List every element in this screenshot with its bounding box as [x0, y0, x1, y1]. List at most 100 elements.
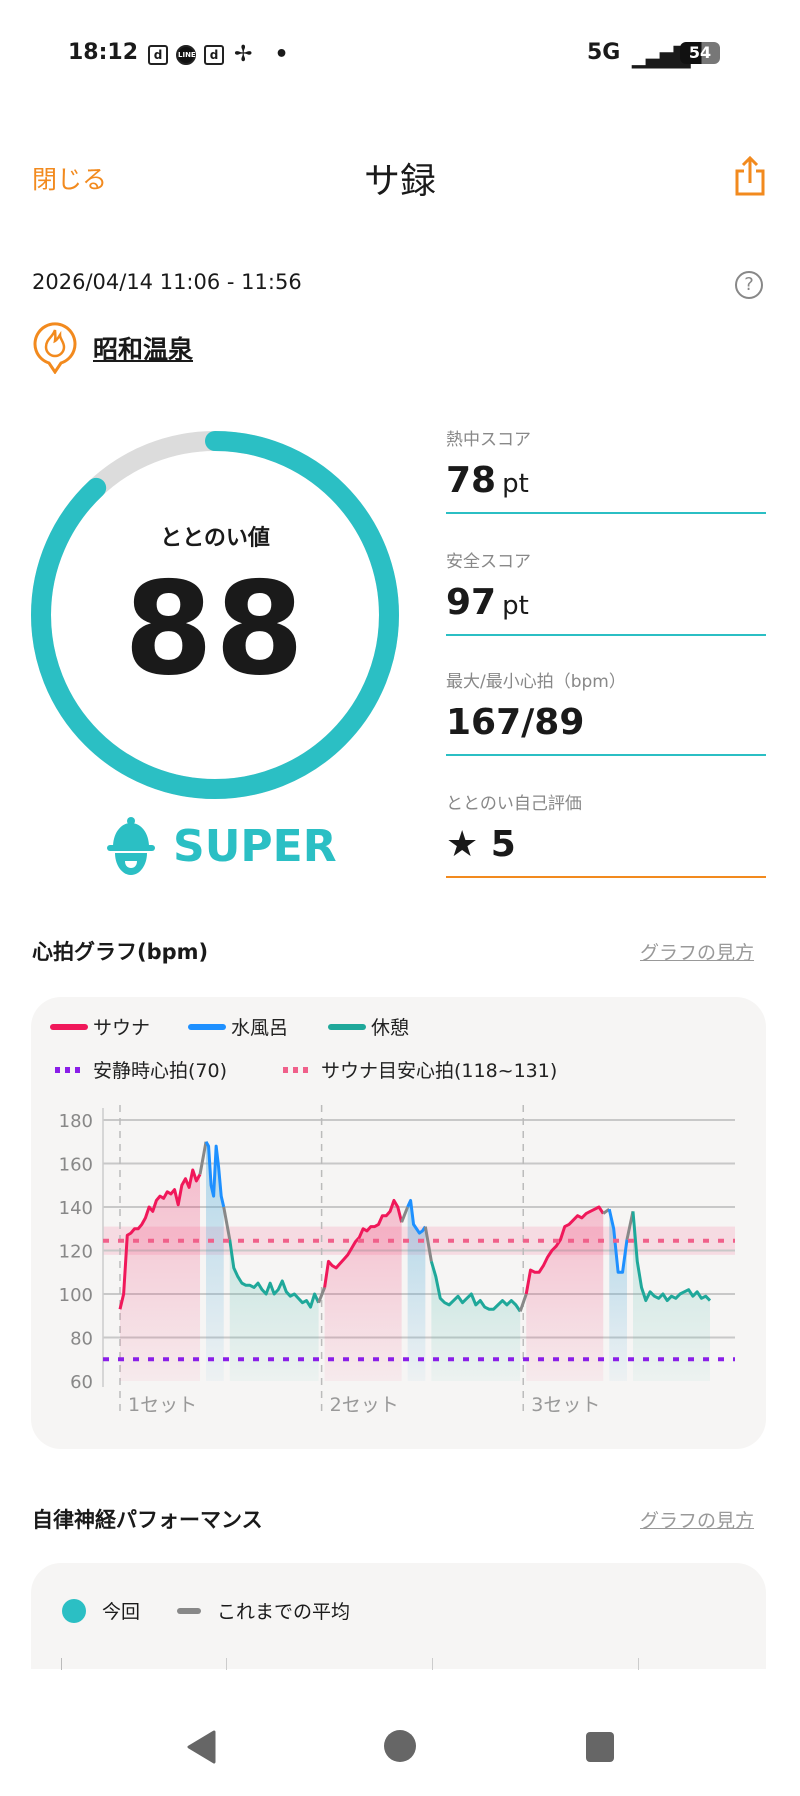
area-water — [609, 1209, 627, 1381]
legend-label: 水風呂 — [231, 1017, 288, 1039]
back-icon[interactable] — [186, 1730, 216, 1764]
dot-icon: • — [274, 42, 289, 67]
score-item: 最大/最小心拍（bpm） 167/89 — [446, 667, 766, 756]
venue-link[interactable]: 昭和温泉 — [93, 335, 194, 364]
y-tick-label: 180 — [59, 1111, 93, 1132]
line-sauna — [524, 1205, 605, 1295]
line-water — [204, 1140, 226, 1208]
pinwheel-icon: ✢ — [234, 42, 253, 67]
line-water — [406, 1198, 427, 1235]
rank-badge: SUPER — [103, 815, 337, 877]
system-nav-bar — [0, 1720, 800, 1770]
area-sauna — [526, 1207, 604, 1381]
ans-title: 自律神経パフォーマンス — [32, 1508, 263, 1532]
legend-current-marker — [62, 1599, 86, 1623]
help-icon[interactable]: ? — [735, 271, 763, 299]
score-underline — [446, 876, 766, 878]
status-bar: 18:12 d LINE d ✢ • 5G ▁▃▅▇ 54 — [0, 40, 800, 70]
area-rest — [431, 1261, 521, 1381]
score-item: 安全スコア 97 pt — [446, 547, 766, 636]
docomo-d-icon: d — [148, 45, 168, 65]
battery-icon: 54 — [680, 42, 720, 64]
docomo-d-icon: d — [204, 45, 224, 65]
legend-label: サウナ目安心拍(118~131) — [321, 1060, 557, 1082]
line-rest — [429, 1260, 522, 1313]
ans-how-link[interactable]: グラフの見方 — [640, 1510, 755, 1532]
y-tick-label: 160 — [59, 1155, 93, 1176]
ring-progress — [31, 431, 399, 799]
area-sauna — [324, 1200, 402, 1381]
y-tick-label: 80 — [70, 1329, 93, 1350]
network-type: 5G — [587, 40, 621, 65]
score-underline — [446, 634, 766, 636]
set-label: 3セット — [531, 1394, 600, 1416]
score-number: 78 — [446, 460, 497, 501]
score-label: 最大/最小心拍（bpm） — [446, 672, 626, 692]
heart-graph-title: 心拍グラフ(bpm) — [32, 940, 209, 964]
share-icon — [735, 155, 765, 196]
transition-line — [222, 1206, 232, 1240]
y-tick-label: 100 — [59, 1285, 93, 1306]
axis-line — [61, 1658, 62, 1670]
sauna-pin-icon — [33, 322, 77, 374]
score-number: 97 — [446, 582, 497, 623]
heart-rate-chart-card: サウナ 水風呂 休憩安静時心拍(70) サウナ目安心拍(118~131) 180 160 1… — [31, 997, 766, 1449]
score-label: 安全スコア — [446, 552, 531, 572]
status-time: 18:12 — [68, 40, 139, 65]
legend-label: 安静時心拍(70) — [93, 1060, 227, 1082]
recents-icon[interactable] — [586, 1732, 614, 1762]
score-underline — [446, 754, 766, 756]
score-unit: pt — [502, 591, 529, 621]
score-value: 97 pt — [446, 582, 766, 630]
grid-tick — [226, 1658, 227, 1670]
transition-line — [400, 1206, 410, 1223]
sauna-hat-icon — [107, 817, 155, 875]
close-button[interactable]: 閉じる — [32, 165, 108, 194]
legend-label: 休憩 — [371, 1017, 409, 1039]
y-tick-label: 140 — [59, 1198, 93, 1219]
legend-label: サウナ — [93, 1017, 150, 1039]
y-tick-label: 60 — [70, 1372, 93, 1393]
grid-tick — [638, 1658, 639, 1670]
totonoi-value: 88 — [123, 555, 307, 704]
line-icon: LINE — [176, 45, 196, 65]
transition-line — [198, 1141, 208, 1175]
grid-tick — [432, 1658, 433, 1670]
area-water — [407, 1200, 426, 1381]
share-button[interactable] — [734, 155, 766, 201]
transition-line — [518, 1293, 528, 1312]
transition-line — [423, 1226, 433, 1262]
score-unit: pt — [502, 469, 529, 499]
area-sauna — [120, 1170, 201, 1381]
ans-chart-card: 今回 これまでの平均 — [31, 1563, 766, 1670]
session-datetime: 2026/04/14 11:06 - 11:56 — [32, 270, 302, 294]
set-label: 1セット — [128, 1394, 197, 1416]
legend-average-marker — [177, 1608, 201, 1614]
line-sauna — [323, 1198, 404, 1288]
line-water — [607, 1208, 629, 1274]
score-item: 熱中スコア 78 pt — [446, 425, 766, 514]
line-sauna — [118, 1168, 202, 1310]
line-rest — [631, 1211, 712, 1303]
legend-current-label: 今回 — [102, 1601, 141, 1623]
notification-icons: d LINE d ✢ • — [140, 42, 289, 67]
score-label: ととのい自己評価 — [446, 794, 582, 814]
area-water — [206, 1141, 224, 1381]
heart-graph-how-link[interactable]: グラフの見方 — [640, 942, 755, 964]
set-label: 2セット — [330, 1394, 399, 1416]
score-number: 167/89 — [446, 702, 585, 743]
score-item[interactable]: ととのい自己評価 ★ 5 — [446, 789, 766, 878]
rank-label: SUPER — [173, 820, 337, 872]
score-value: 78 pt — [446, 460, 766, 508]
score-value: ★ 5 — [446, 824, 766, 872]
score-label: 熱中スコア — [446, 430, 531, 450]
totonoi-label: ととのい値 — [160, 526, 270, 551]
score-value: 167/89 — [446, 702, 766, 750]
area-rest — [229, 1239, 319, 1381]
home-icon[interactable] — [384, 1730, 416, 1762]
y-tick-label: 120 — [59, 1242, 93, 1263]
score-number: ★ 5 — [446, 824, 516, 865]
transition-line — [317, 1286, 327, 1304]
line-rest — [228, 1239, 320, 1309]
